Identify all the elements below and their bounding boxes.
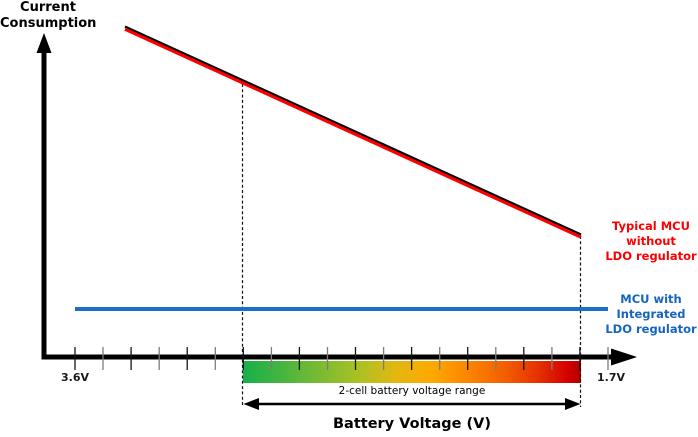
legend-typical-mcu: Typical MCU without LDO regulator: [604, 219, 698, 264]
legend-ldo-mcu: MCU with Integrated LDO regulator: [604, 292, 698, 337]
range-dashed-guides: [241, 84, 582, 407]
range-double-arrow: [243, 398, 581, 410]
series-line-typical-mcu: [124, 25, 582, 239]
x-axis-arrowhead-icon: [611, 348, 637, 366]
x-axis: [41, 348, 637, 366]
x-tick-label-3-6v: 3.6V: [61, 371, 89, 384]
y-axis-title: Current Consumption: [0, 0, 96, 32]
legend-typical-mcu-line2: without: [626, 234, 676, 248]
y-axis-arrowhead-icon: [36, 33, 52, 53]
legend-ldo-mcu-line2: Integrated: [616, 307, 686, 321]
range-arrowhead-right-icon: [565, 398, 581, 410]
x-axis-ticks: [74, 347, 609, 370]
y-axis-title-line2: Consumption: [0, 16, 97, 31]
legend-ldo-mcu-line3: LDO regulator: [605, 322, 697, 336]
legend-ldo-mcu-line1: MCU with: [620, 292, 682, 306]
range-annotation-label: 2-cell battery voltage range: [338, 385, 486, 397]
range-arrowhead-left-icon: [243, 398, 259, 410]
x-tick-label-1-7v: 1.7V: [597, 371, 625, 384]
y-axis-title-line1: Current: [20, 0, 76, 15]
legend-typical-mcu-line3: LDO regulator: [605, 249, 697, 263]
y-axis: [36, 33, 52, 360]
x-axis-title: Battery Voltage (V): [333, 416, 491, 432]
legend-typical-mcu-line1: Typical MCU: [612, 219, 690, 233]
